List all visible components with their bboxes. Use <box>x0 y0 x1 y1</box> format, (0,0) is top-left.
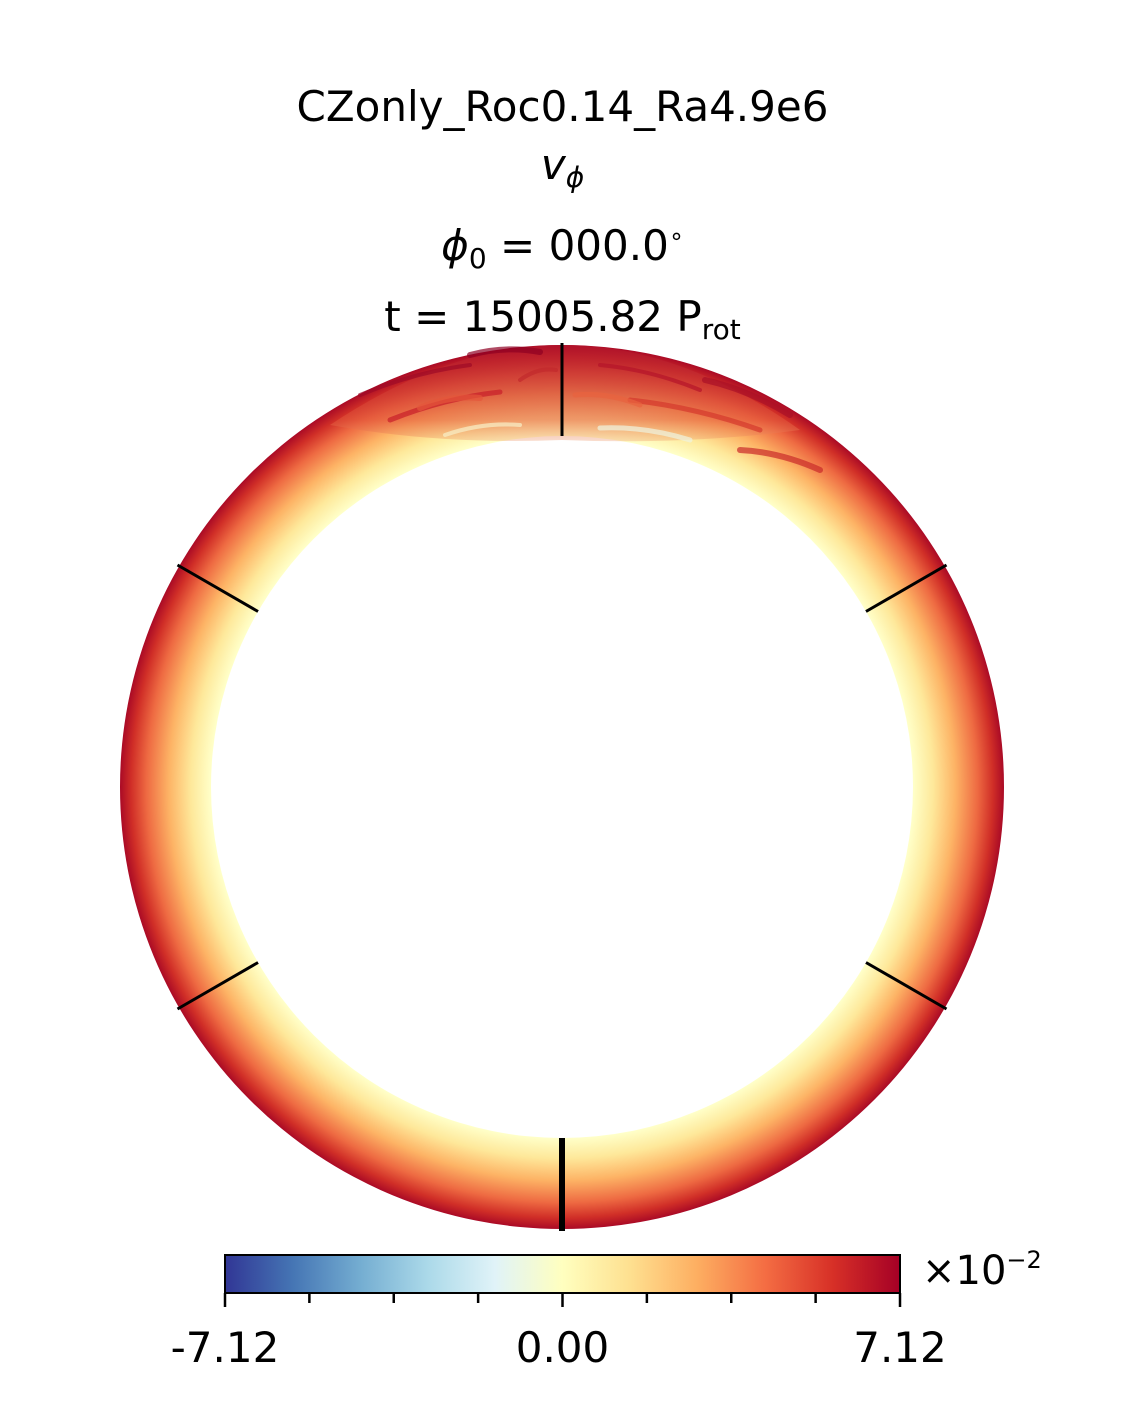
colorbar-tick-label: -7.12 <box>171 1323 280 1372</box>
colorbar-gradient <box>224 1254 901 1294</box>
turbulence-streak <box>358 363 472 397</box>
colorbar-multiplier: ×10−2 <box>922 1246 1042 1294</box>
chart-title: CZonly_Roc0.14_Ra4.9e6 <box>296 82 829 131</box>
time-unit: P <box>676 292 702 341</box>
north-cap-shading <box>330 345 800 442</box>
turbulence-streak <box>598 363 702 392</box>
variable-symbol: v <box>540 140 566 189</box>
turbulence-streak <box>737 447 823 473</box>
phi0-unit: ∘ <box>668 222 684 250</box>
time-unit-subscript: rot <box>701 313 741 346</box>
turbulence-streak <box>443 422 522 437</box>
colorbar: -7.12 0.00 7.12 <box>171 1254 947 1372</box>
phi0-value: 000.0 <box>548 221 669 270</box>
chart-title-block: CZonly_Roc0.14_Ra4.9e6 vϕ ϕ0 = 000.0∘ t … <box>0 78 1125 359</box>
latitude-marker <box>176 961 259 1011</box>
time-prefix: t = <box>384 292 463 341</box>
turbulence-streak <box>518 367 558 382</box>
time-label: t = 15005.82 Prot <box>0 288 1125 359</box>
turbulence-streak <box>572 391 643 408</box>
time-value: 15005.82 <box>462 292 664 341</box>
turbulence-streak <box>417 394 483 411</box>
turbulence-streak <box>627 397 763 433</box>
phi0-label: ϕ0 = 000.0∘ <box>441 221 684 275</box>
turbulence-streak <box>702 377 793 418</box>
latitude-marker <box>865 961 948 1011</box>
colorbar-minor-ticks <box>223 1293 902 1307</box>
turbulence-streak <box>597 425 693 443</box>
variable-subscript: ϕ <box>565 161 585 194</box>
phi0-symbol: ϕ <box>441 221 469 270</box>
shell-annulus <box>120 345 1004 1229</box>
colorbar-multiplier-base: ×10 <box>922 1248 1007 1294</box>
colorbar-tick-label: 0.00 <box>516 1323 610 1372</box>
latitude-markers <box>176 343 948 1231</box>
phi0-subscript: 0 <box>468 242 487 275</box>
turbulence-streak <box>467 346 543 358</box>
variable-label: vϕ <box>0 136 1125 207</box>
meridional-shell <box>120 345 1004 1229</box>
colorbar-tick-labels: -7.12 0.00 7.12 <box>171 1323 947 1372</box>
latitude-marker <box>865 563 948 613</box>
colorbar-tick-label: 7.12 <box>853 1323 947 1372</box>
latitude-marker <box>176 563 259 613</box>
colorbar-multiplier-exponent: −2 <box>1006 1246 1042 1274</box>
polar-turbulence <box>330 345 823 473</box>
